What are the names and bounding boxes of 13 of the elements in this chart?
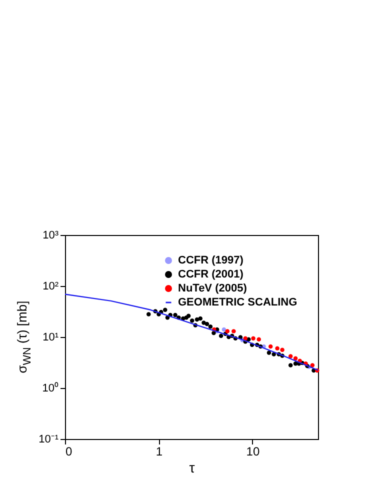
legend-label: NuTeV (2005) (178, 282, 248, 294)
y-tick-label: 10⁻¹ (38, 434, 59, 446)
y-tick-label: 10³ (42, 230, 59, 242)
x-axis-title: τ (189, 460, 196, 476)
x-tick-label: 0 (66, 444, 72, 458)
y-tick-label: 10¹ (42, 332, 59, 344)
legend-label: CCFR (2001) (178, 268, 244, 280)
x-tick-label: 1 (156, 444, 163, 458)
legend-label: CCFR (1997) (178, 254, 244, 266)
legend-label: GEOMETRIC SCALING (178, 296, 298, 308)
x-tick-label: 10 (246, 444, 260, 458)
y-tick-label: 10⁰ (42, 382, 58, 394)
y-tick-label: 10² (42, 280, 59, 292)
